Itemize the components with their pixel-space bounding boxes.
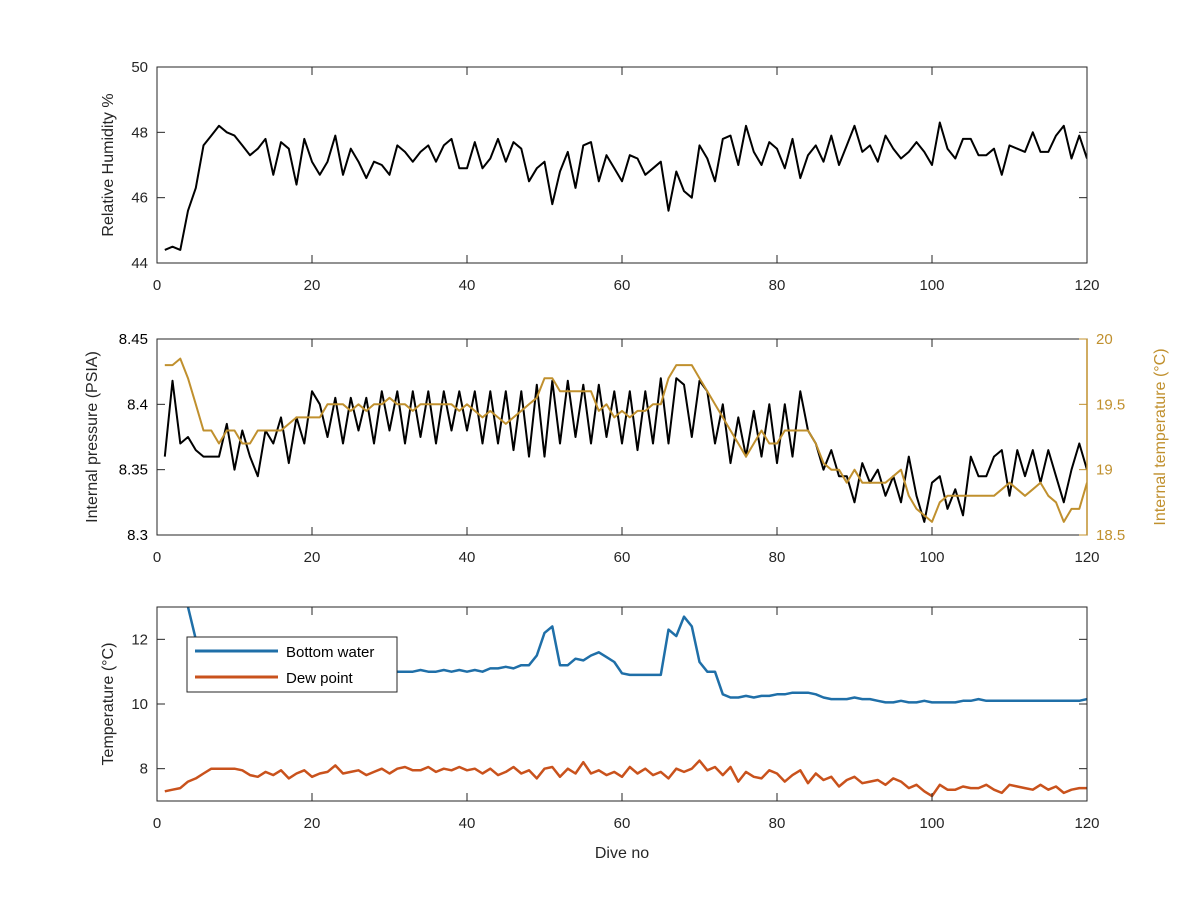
temperature-y-tick-label: 8 (140, 761, 148, 778)
series-line-internal-pressure (163, 377, 1087, 523)
pressure-x-tick-label: 100 (919, 549, 944, 566)
humidity-y-tick-label: 44 (131, 255, 148, 272)
temperature-y-axis-label: Temperature (°C) (100, 643, 117, 766)
internal-temperature-y-axis-label: Internal temperature (°C) (1152, 348, 1169, 525)
temperature-x-tick-label: 0 (153, 815, 161, 832)
x-axis-label-dive-no: Dive no (595, 845, 649, 862)
pressure-y-axis-label: Internal pressure (PSIA) (84, 351, 101, 523)
pressure-x-tick-label: 60 (614, 549, 631, 566)
legend-label-dew-point: Dew point (286, 670, 354, 687)
pressure-x-tick-label: 20 (304, 549, 321, 566)
humidity-y-tick-label: 50 (131, 59, 148, 76)
pressure-x-tick-label: 120 (1074, 549, 1099, 566)
pressure-x-tick-label: 40 (459, 549, 476, 566)
temperature-x-tick-label: 40 (459, 815, 476, 832)
humidity-plot-area (164, 121, 1087, 251)
legend: Bottom water Dew point (186, 636, 398, 693)
pressure-y-tick-label: 8.3 (127, 527, 148, 544)
temperature-x-tick-label: 100 (919, 815, 944, 832)
humidity-x-tick-label: 80 (769, 277, 786, 294)
pressure-y-tick-label: 8.45 (119, 331, 148, 348)
series-line-dew-point (164, 759, 1087, 798)
humidity-y-tick-label: 46 (131, 190, 148, 207)
humidity-x-tick-label: 120 (1074, 277, 1099, 294)
temperature-x-tick-label: 60 (614, 815, 631, 832)
pressure-ticks: 0 20 40 60 80 100 120 8.3 8.35 8.4 8.45 18.5 19 19.5 2… (119, 331, 1125, 566)
internal-temperature-y-tick-label: 19.5 (1096, 396, 1125, 413)
temperature-x-tick-label: 20 (304, 815, 321, 832)
humidity-x-tick-label: 0 (153, 277, 161, 294)
temperature-y-tick-label: 10 (131, 696, 148, 713)
humidity-x-tick-label: 60 (614, 277, 631, 294)
humidity-ticks: 0 20 40 60 80 100 120 44 46 48 50 (131, 59, 1099, 294)
pressure-plot-area (163, 357, 1087, 523)
temperature-x-tick-label: 120 (1074, 815, 1099, 832)
temperature-y-tick-label: 12 (131, 631, 148, 648)
pressure-y-tick-label: 8.4 (127, 396, 148, 413)
series-line-relative-humidity (164, 121, 1087, 251)
internal-temperature-y-tick-label: 18.5 (1096, 527, 1125, 544)
panel-temperature: 0 20 40 60 80 100 120 8 10 12 Temperature (°C) Di… (100, 606, 1100, 862)
series-line-internal-temperature (164, 357, 1087, 523)
humidity-y-axis-label: Relative Humidity % (100, 93, 117, 236)
pressure-x-tick-label: 80 (769, 549, 786, 566)
humidity-x-tick-label: 40 (459, 277, 476, 294)
pressure-x-tick-label: 0 (153, 549, 161, 566)
temperature-x-tick-label: 80 (769, 815, 786, 832)
panel-humidity: 0 20 40 60 80 100 120 44 46 48 50 Relative Humidit… (100, 59, 1100, 294)
internal-temperature-y-tick-label: 20 (1096, 331, 1113, 348)
humidity-x-tick-label: 20 (304, 277, 321, 294)
legend-box (186, 636, 398, 693)
panel-pressure: 0 20 40 60 80 100 120 8.3 8.35 8.4 8.45 18.5 19 19.5 2… (84, 331, 1169, 566)
humidity-x-tick-label: 100 (919, 277, 944, 294)
humidity-y-tick-label: 48 (131, 124, 148, 141)
internal-temperature-y-tick-label: 19 (1096, 462, 1113, 479)
legend-label-bottom-water: Bottom water (286, 644, 374, 661)
temperature-ticks: 0 20 40 60 80 100 120 8 10 12 (131, 607, 1100, 832)
pressure-y-tick-label: 8.35 (119, 462, 148, 479)
